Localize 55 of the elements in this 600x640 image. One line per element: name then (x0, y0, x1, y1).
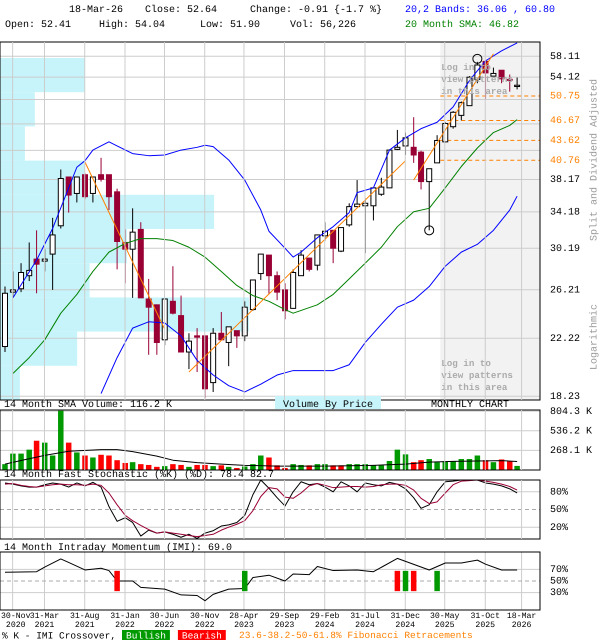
text: Vol: 56,226 (290, 19, 356, 31)
ref-line-label: 50.75 (550, 92, 580, 103)
x-tick-label: 30-Jun 2022 (150, 612, 180, 630)
x-tick-label: 29-Feb 2024 (310, 612, 340, 630)
x-tick-label: 31-Oct 2025 (470, 612, 500, 630)
text: Close: 52.64 (145, 4, 218, 16)
y-tick-label: 536.2 K (550, 426, 592, 438)
ref-line-label: 43.62 (550, 136, 580, 148)
y-tick-label: 30.19 (550, 244, 580, 255)
y-tick-label: 50% (550, 505, 568, 516)
x-tick-label: 29-Sep 2023 (270, 612, 300, 630)
chart-title: 14 Month SMA Volume: 116.2 K (4, 399, 172, 411)
y-tick-label: 18.23 (550, 392, 580, 403)
ref-line-label: 40.76 (550, 156, 580, 167)
text: High: 54.04 (99, 19, 166, 31)
y-tick-label: 58.11 (550, 52, 580, 63)
y-tick-label: 50% (550, 576, 568, 588)
x-tick-label: 31-Mar 2021 (30, 612, 60, 630)
x-tick-label: 30-May 2025 (430, 612, 460, 630)
x-tick-label: 31-Aug 2021 (70, 612, 100, 630)
y-tick-label: 80% (550, 487, 568, 498)
x-tick-label: 31-Jan 2022 (110, 612, 140, 630)
y-tick-label: 38.17 (550, 175, 580, 186)
y-tick-label: 22.22 (550, 334, 580, 345)
text: Bearish (182, 630, 222, 640)
text: 23.6-38.2-50-61.8% Fibonacci Retracements (239, 630, 473, 640)
x-tick-label: 31-Jul 2024 (350, 612, 380, 630)
legend-title: % K - IMI Crossover, (2, 630, 116, 640)
annotation: Volume By Price (283, 399, 374, 411)
y-axis-title: Split and Dividend Adjusted (588, 78, 600, 242)
chart-title: 14 Month Intraday Momentum (IMI): 69.0 (4, 542, 232, 554)
text: 20,2 Bands: 36.06 , 60.80 (405, 4, 556, 16)
x-tick-label: 31-Dec 2024 (390, 612, 420, 630)
annotation: MONTHLY CHART (431, 400, 510, 411)
ref-line-label: 46.67 (550, 116, 580, 128)
chart-title: 14 Month Fast Stochastic (%K) (%D): 78.4 82.7 (4, 469, 274, 481)
text: Open: 52.41 (5, 20, 72, 31)
text: Change: -0.91 {-1.7 %} (250, 4, 382, 16)
y-tick-label: 70% (550, 565, 568, 576)
text: 20 Month SMA: 46.82 (405, 19, 520, 31)
text: 18-Mar-26 (69, 5, 124, 16)
y-tick-label: 30% (550, 588, 568, 600)
x-tick-label: 18-Mar 2026 (506, 612, 536, 630)
text: Logarithmic (588, 304, 600, 370)
y-tick-label: 804.3 K (550, 406, 592, 418)
text: Bullish (126, 630, 166, 640)
x-tick-label: 28-Apr 2023 (229, 612, 259, 630)
y-tick-label: 26.21 (550, 285, 580, 296)
y-tick-label: 54.12 (550, 72, 580, 84)
x-tick-label: 30-Nov 2020 (1, 612, 31, 630)
y-tick-label: 268.1 K (550, 446, 592, 458)
y-tick-label: 20% (550, 522, 568, 534)
text: Low: 51.90 (200, 20, 260, 31)
x-tick-label: 30-Nov 2022 (190, 612, 220, 630)
y-tick-label: 34.18 (550, 208, 580, 219)
